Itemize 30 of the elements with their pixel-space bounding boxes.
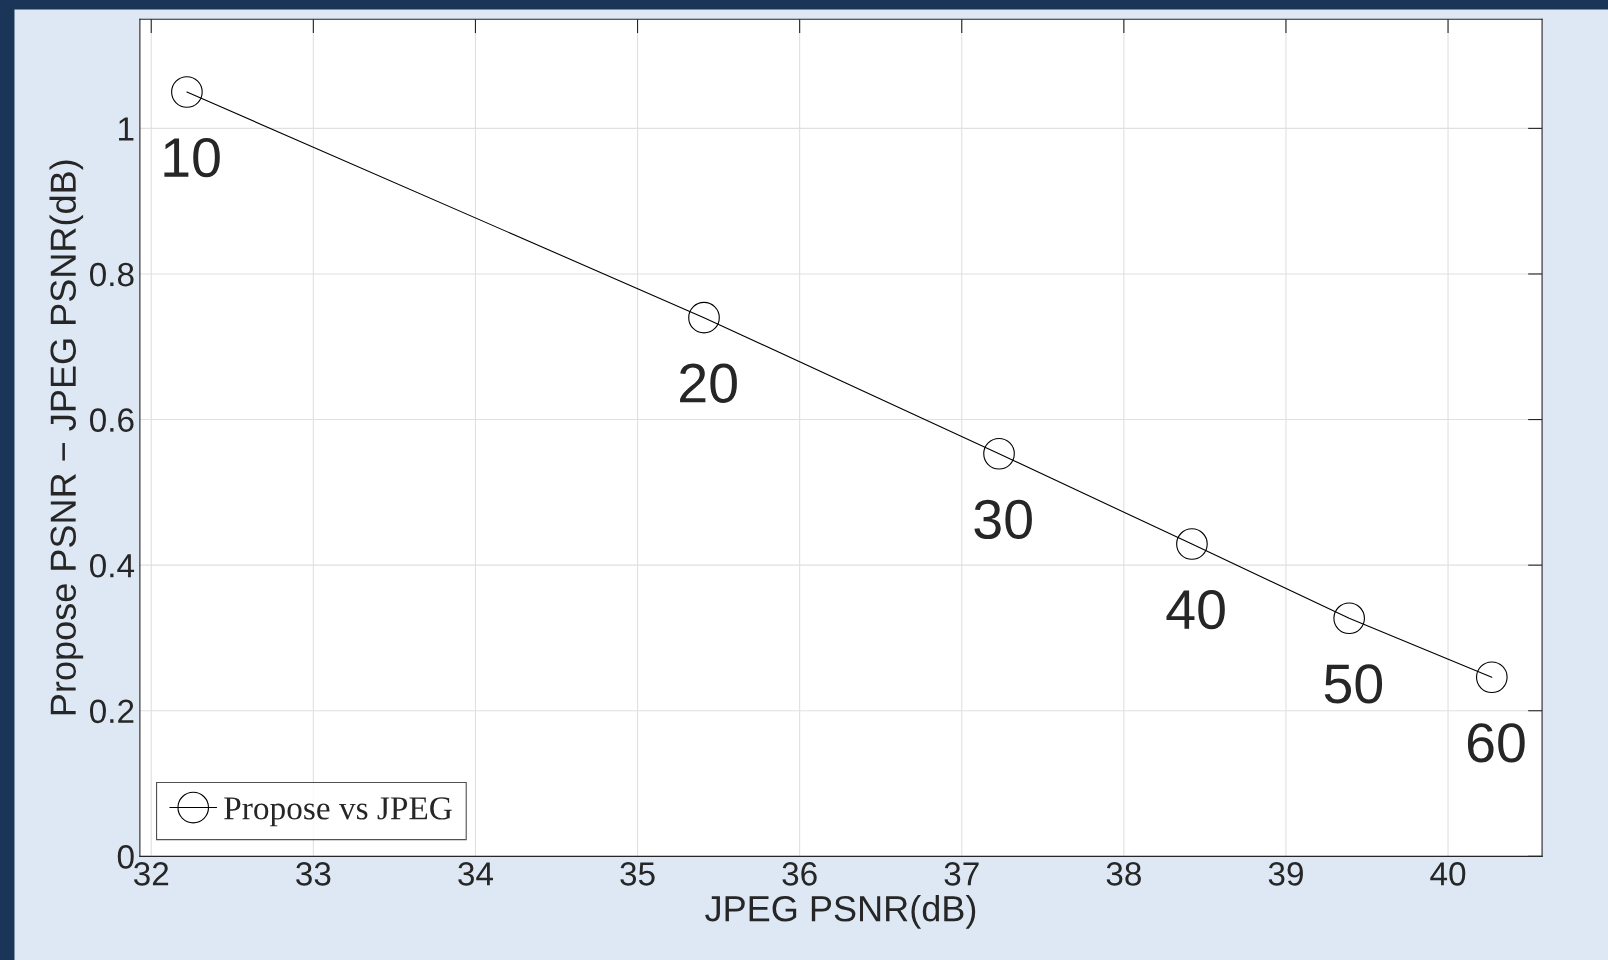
point bbox=[1475, 661, 1508, 694]
annotation: 20 bbox=[680, 363, 737, 403]
y-tick-label: 0.8 bbox=[90, 262, 134, 287]
y-tick-label: 1 bbox=[119, 117, 134, 141]
point bbox=[1333, 602, 1366, 635]
y-tick-label: 0.6 bbox=[90, 408, 134, 432]
x-tick-label: 33 bbox=[296, 862, 331, 886]
y-tick-label: 0.4 bbox=[90, 553, 135, 578]
x-axis-title: JPEG PSNR(dB) bbox=[705, 895, 976, 929]
point bbox=[1176, 528, 1208, 560]
x-tick-label: 35 bbox=[620, 862, 655, 886]
x-tick-label: 40 bbox=[1430, 862, 1466, 886]
annotation: 40 bbox=[1166, 589, 1225, 630]
annotation: 60 bbox=[1467, 723, 1525, 763]
legend-label: Propose vs JPEG bbox=[224, 797, 452, 827]
y-tick-label: 0.2 bbox=[90, 699, 134, 724]
y-axis-title: Propose PSNR − JPEG PSNR(dB) bbox=[49, 160, 84, 715]
y-tick-label: 0 bbox=[117, 845, 134, 869]
x-tick-label: 32 bbox=[133, 862, 169, 886]
x-tick-label: 38 bbox=[1106, 862, 1141, 886]
x-tick-label: 39 bbox=[1268, 862, 1303, 886]
point bbox=[688, 301, 720, 334]
x-tick-label: 37 bbox=[944, 862, 979, 886]
x-tick-label: 36 bbox=[782, 862, 817, 886]
x-tick-label: 34 bbox=[458, 862, 494, 886]
point bbox=[983, 437, 1015, 470]
annotation: 10 bbox=[164, 137, 220, 178]
point bbox=[171, 76, 203, 108]
annotation: 50 bbox=[1324, 664, 1383, 704]
annotation: 30 bbox=[974, 499, 1032, 540]
